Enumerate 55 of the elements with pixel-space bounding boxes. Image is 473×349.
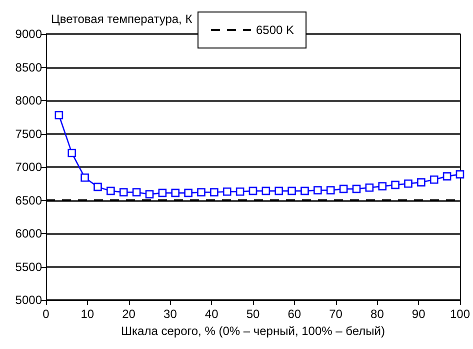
point bbox=[68, 148, 76, 158]
x-tick-label: 80 bbox=[370, 307, 384, 321]
point bbox=[158, 188, 167, 198]
point bbox=[442, 172, 452, 180]
point bbox=[404, 179, 412, 188]
legend-label: 6500 K bbox=[256, 23, 294, 37]
point bbox=[300, 186, 309, 196]
x-tick-label: 0 bbox=[42, 307, 50, 321]
point bbox=[197, 188, 206, 196]
point bbox=[54, 110, 64, 120]
point bbox=[236, 187, 244, 196]
x-axis-title: Шкала серого, % (0% – черный, 100% – белый) bbox=[121, 324, 385, 338]
x-tick-label: 70 bbox=[329, 307, 343, 321]
point bbox=[365, 183, 374, 192]
y-tick-label: 6500 bbox=[15, 193, 42, 208]
y-tick-label: 9000 bbox=[15, 27, 42, 41]
point bbox=[132, 188, 141, 196]
point bbox=[248, 186, 258, 196]
point bbox=[288, 186, 296, 196]
point bbox=[145, 190, 154, 198]
point bbox=[184, 188, 192, 198]
point bbox=[106, 186, 115, 196]
point bbox=[378, 182, 387, 190]
point bbox=[352, 184, 361, 194]
point bbox=[210, 188, 218, 196]
x-tick-label: 100 bbox=[450, 307, 470, 321]
point bbox=[274, 186, 284, 196]
x-tick-label: 30 bbox=[164, 307, 178, 321]
point bbox=[430, 175, 438, 184]
point bbox=[456, 170, 464, 178]
point bbox=[417, 178, 426, 186]
point bbox=[339, 184, 348, 194]
point bbox=[171, 188, 180, 198]
point bbox=[119, 188, 128, 196]
y-tick-label: 7500 bbox=[15, 126, 42, 141]
y-axis-title: Цветовая температура, К bbox=[51, 12, 192, 26]
y-tick-label: 6000 bbox=[15, 226, 42, 240]
point bbox=[262, 186, 270, 196]
point bbox=[391, 180, 400, 190]
x-tick-label: 20 bbox=[122, 307, 136, 321]
y-tick-label: 5500 bbox=[15, 260, 42, 274]
x-tick-label: 40 bbox=[204, 307, 219, 321]
y-tick-label: 7000 bbox=[15, 160, 42, 174]
x-tick-label: 10 bbox=[80, 307, 94, 321]
y-tick-label: 8500 bbox=[15, 60, 42, 74]
point bbox=[314, 186, 322, 194]
point bbox=[222, 187, 232, 196]
point bbox=[94, 182, 102, 192]
y-tick-label: 8000 bbox=[15, 94, 42, 108]
x-tick-label: 90 bbox=[412, 307, 426, 321]
x-tick-label: 50 bbox=[246, 307, 260, 321]
point bbox=[326, 186, 335, 194]
point bbox=[80, 173, 89, 182]
y-tick-label: 5000 bbox=[15, 293, 42, 307]
x-tick-label: 60 bbox=[288, 307, 302, 321]
